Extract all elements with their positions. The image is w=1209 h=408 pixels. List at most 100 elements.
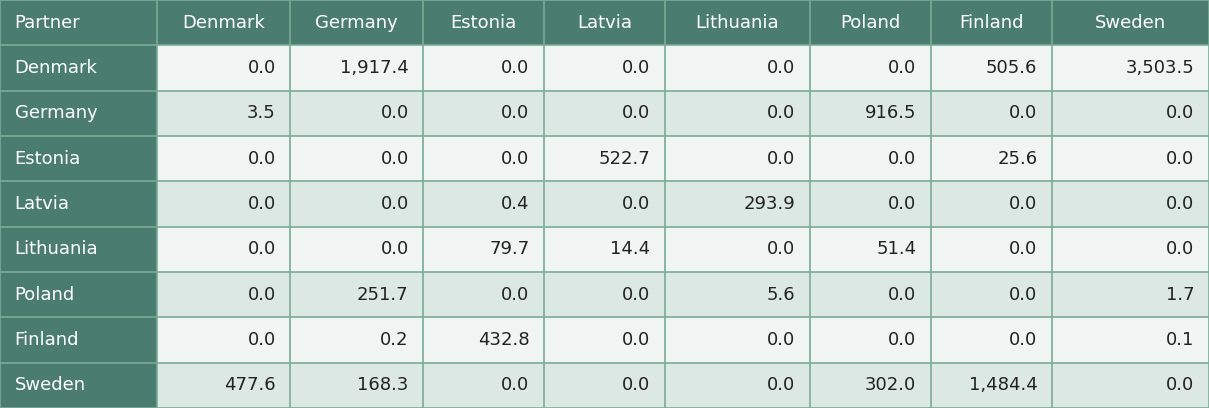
Text: 0.0: 0.0 [502, 376, 530, 395]
Bar [1052, 181, 1209, 227]
Text: 14.4: 14.4 [611, 240, 650, 258]
Text: 0.4: 0.4 [501, 195, 530, 213]
Text: 0.0: 0.0 [889, 331, 916, 349]
Text: 1.7: 1.7 [1165, 286, 1194, 304]
Bar [665, 227, 810, 272]
Bar [290, 317, 423, 363]
Bar [423, 91, 544, 136]
Bar [290, 181, 423, 227]
Bar [544, 91, 665, 136]
Bar [1052, 363, 1209, 408]
Bar [931, 363, 1052, 408]
Text: 168.3: 168.3 [358, 376, 409, 395]
Text: 0.0: 0.0 [381, 195, 409, 213]
Bar [544, 227, 665, 272]
Text: Finland: Finland [959, 13, 1024, 32]
Bar [423, 181, 544, 227]
Bar [544, 0, 665, 45]
Text: 0.0: 0.0 [1010, 240, 1037, 258]
Text: 1,917.4: 1,917.4 [340, 59, 409, 77]
Bar [1052, 227, 1209, 272]
Bar [157, 227, 290, 272]
Text: Lithuania: Lithuania [695, 13, 780, 32]
Bar [423, 272, 544, 317]
Text: 0.2: 0.2 [380, 331, 409, 349]
Bar [544, 136, 665, 181]
Text: 0.0: 0.0 [889, 59, 916, 77]
Text: 0.0: 0.0 [248, 331, 276, 349]
Text: Denmark: Denmark [15, 59, 98, 77]
Bar [665, 136, 810, 181]
Text: 0.0: 0.0 [1167, 240, 1194, 258]
Bar [423, 45, 544, 91]
Bar [931, 91, 1052, 136]
Text: 0.0: 0.0 [768, 150, 796, 168]
Bar [1052, 136, 1209, 181]
Bar [665, 45, 810, 91]
Text: 0.0: 0.0 [768, 104, 796, 122]
Text: Estonia: Estonia [451, 13, 516, 32]
Bar [290, 363, 423, 408]
Text: 0.0: 0.0 [623, 104, 650, 122]
Text: 0.0: 0.0 [623, 195, 650, 213]
Text: 0.0: 0.0 [623, 286, 650, 304]
Bar [0, 45, 157, 91]
Bar [931, 45, 1052, 91]
Bar [544, 317, 665, 363]
Bar [544, 363, 665, 408]
Bar [423, 0, 544, 45]
Text: 0.0: 0.0 [623, 59, 650, 77]
Bar [810, 45, 931, 91]
Bar [423, 363, 544, 408]
Text: 0.0: 0.0 [1010, 331, 1037, 349]
Text: 0.0: 0.0 [1167, 376, 1194, 395]
Bar [290, 136, 423, 181]
Bar [157, 317, 290, 363]
Bar [290, 227, 423, 272]
Bar [931, 0, 1052, 45]
Text: 0.0: 0.0 [248, 286, 276, 304]
Text: Latvia: Latvia [15, 195, 69, 213]
Bar [290, 91, 423, 136]
Text: 0.0: 0.0 [1010, 104, 1037, 122]
Bar [810, 0, 931, 45]
Text: 0.0: 0.0 [381, 104, 409, 122]
Text: 251.7: 251.7 [357, 286, 409, 304]
Text: 51.4: 51.4 [877, 240, 916, 258]
Text: 0.0: 0.0 [502, 104, 530, 122]
Text: 916.5: 916.5 [864, 104, 916, 122]
Text: 0.0: 0.0 [381, 240, 409, 258]
Bar [544, 272, 665, 317]
Text: Latvia: Latvia [577, 13, 632, 32]
Text: Denmark: Denmark [183, 13, 265, 32]
Text: 0.0: 0.0 [768, 240, 796, 258]
Bar [157, 0, 290, 45]
Text: 302.0: 302.0 [866, 376, 916, 395]
Text: Estonia: Estonia [15, 150, 81, 168]
Text: 0.0: 0.0 [768, 376, 796, 395]
Bar [544, 45, 665, 91]
Bar [665, 0, 810, 45]
Bar [810, 181, 931, 227]
Text: 0.0: 0.0 [1167, 195, 1194, 213]
Bar [810, 272, 931, 317]
Text: 0.0: 0.0 [248, 240, 276, 258]
Bar [931, 317, 1052, 363]
Text: Sweden: Sweden [1095, 13, 1165, 32]
Bar [0, 363, 157, 408]
Text: 1,484.4: 1,484.4 [968, 376, 1037, 395]
Text: 505.6: 505.6 [987, 59, 1037, 77]
Bar [931, 272, 1052, 317]
Text: 0.0: 0.0 [623, 331, 650, 349]
Bar [0, 136, 157, 181]
Bar [157, 363, 290, 408]
Text: 0.0: 0.0 [889, 195, 916, 213]
Bar [157, 136, 290, 181]
Bar [1052, 272, 1209, 317]
Bar [157, 45, 290, 91]
Text: 3.5: 3.5 [247, 104, 276, 122]
Text: Poland: Poland [15, 286, 75, 304]
Bar [544, 181, 665, 227]
Text: Germany: Germany [316, 13, 398, 32]
Text: Lithuania: Lithuania [15, 240, 98, 258]
